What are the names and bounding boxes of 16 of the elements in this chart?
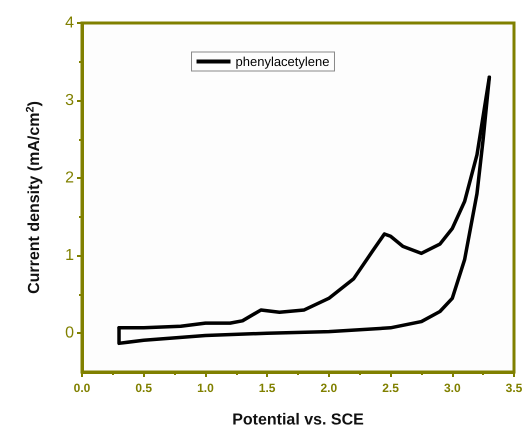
x-tick-label: 0.5 [135, 381, 152, 395]
x-tick-label: 3.5 [506, 381, 523, 395]
y-tick-label: 0 [65, 324, 74, 342]
y-tick-label: 2 [65, 170, 74, 187]
x-axis-title: Potential vs. SCE [232, 412, 364, 428]
x-tick-label: 0.0 [74, 381, 91, 395]
x-tick-label: 3.0 [444, 381, 461, 395]
x-tick-label: 1.0 [197, 381, 214, 395]
legend-label: phenylacetylene [236, 54, 330, 69]
x-tick-label: 2.0 [320, 381, 338, 395]
y-axis-title: Current density (mA/cm2) [24, 101, 43, 294]
x-tick-label: 1.5 [258, 381, 276, 395]
y-tick-label: 3 [65, 92, 74, 110]
y-tick-label: 1 [65, 247, 74, 264]
x-tick-label: 2.5 [382, 381, 400, 395]
y-tick-label: 4 [65, 14, 74, 32]
